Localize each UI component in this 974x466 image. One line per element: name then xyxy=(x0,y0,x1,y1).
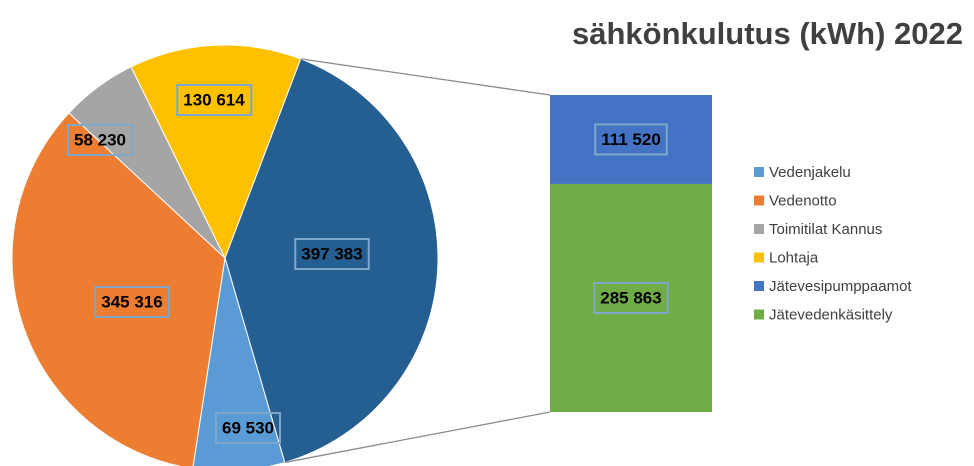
pie-slice xyxy=(11,112,226,466)
data-label-box xyxy=(593,281,669,314)
legend-label: Vedenjakelu xyxy=(769,164,851,181)
connector xyxy=(300,58,551,96)
legend-label: Toimitilat Kannus xyxy=(769,221,882,238)
data-label-box xyxy=(67,124,133,156)
data-label: 111 520 xyxy=(594,123,668,156)
pie-slice xyxy=(130,44,302,260)
legend-label: Jätevedenkäsittely xyxy=(769,306,893,323)
data-label-text: 111 520 xyxy=(601,130,661,149)
data-label-text: 345 316 xyxy=(101,292,162,311)
legend-label: Jätevesipumppaamot xyxy=(769,278,912,295)
data-label: 58 230 xyxy=(67,124,133,156)
data-label-box xyxy=(215,412,281,444)
legend-label: Vedenotto xyxy=(769,192,837,209)
data-label-text: 130 614 xyxy=(183,90,245,109)
legend-swatch xyxy=(754,281,764,291)
legend-swatch xyxy=(754,252,764,263)
bar-segment xyxy=(550,95,712,184)
data-label: 397 383 xyxy=(294,238,370,270)
bar-segment xyxy=(550,183,712,412)
legend-label: Lohtaja xyxy=(769,249,819,266)
data-label: 285 863 xyxy=(593,281,669,314)
connector xyxy=(284,411,551,464)
pie-slice xyxy=(224,58,439,464)
data-label-text: 69 530 xyxy=(222,418,274,437)
data-label-text: 58 230 xyxy=(74,130,126,149)
data-label-box xyxy=(594,123,668,156)
data-label-box xyxy=(294,238,370,270)
data-label-text: 397 383 xyxy=(301,244,362,263)
legend-swatch xyxy=(754,167,764,177)
data-label-box xyxy=(176,84,253,116)
data-label-box xyxy=(94,286,170,318)
data-label: 130 614 xyxy=(176,84,253,116)
data-label: 345 316 xyxy=(94,286,170,318)
legend-swatch xyxy=(754,195,764,206)
chart-title: sähkönkulutus (kWh) 2022 xyxy=(572,16,963,51)
legend-swatch xyxy=(754,309,764,320)
data-label-text: 285 863 xyxy=(600,288,661,307)
legend-swatch xyxy=(754,224,764,234)
data-label: 69 530 xyxy=(215,412,281,444)
